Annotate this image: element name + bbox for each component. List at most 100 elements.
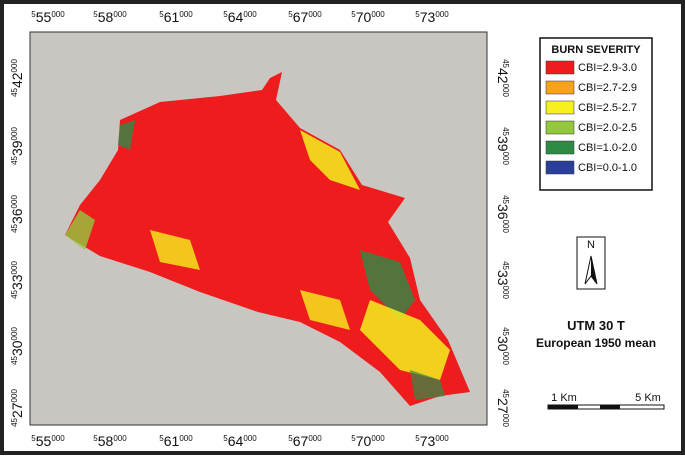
coord-label: 4536000 <box>495 195 511 233</box>
coord-end: 000 <box>10 59 19 73</box>
coord-main: 39 <box>9 140 25 156</box>
scale-bar: 1 Km 5 Km <box>547 392 665 410</box>
legend-label: CBI=2.7-2.9 <box>578 82 637 94</box>
coord-label: 561000 <box>159 9 193 25</box>
coord-main: 67 <box>293 9 309 25</box>
burn-area <box>65 72 470 406</box>
coord-sup: 5 <box>93 10 98 19</box>
north-arrow: N <box>576 236 606 290</box>
coord-main: 42 <box>495 68 511 84</box>
coord-end: 000 <box>501 220 510 234</box>
coord-label: 555000 <box>31 9 65 25</box>
coord-sup: 5 <box>288 434 293 443</box>
coord-end: 000 <box>10 127 19 141</box>
legend-label: CBI=2.5-2.7 <box>578 102 637 114</box>
coord-main: 39 <box>495 136 511 152</box>
coord-label: 555000 <box>31 433 65 449</box>
coord-label: 4530000 <box>495 327 511 365</box>
coord-sup: 45 <box>501 127 510 136</box>
coord-end: 000 <box>308 434 322 443</box>
coord-sup: 5 <box>223 434 228 443</box>
coord-main: 55 <box>36 433 52 449</box>
coord-label: 4536000 <box>9 195 25 233</box>
coord-sup: 45 <box>501 59 510 68</box>
legend-swatch <box>545 100 575 115</box>
coord-main: 33 <box>495 270 511 286</box>
coord-sup: 45 <box>501 195 510 204</box>
coord-end: 000 <box>10 195 19 209</box>
coord-sup: 45 <box>10 417 19 426</box>
coord-main: 61 <box>164 9 180 25</box>
coord-label: 567000 <box>288 9 322 25</box>
coord-main: 30 <box>9 340 25 356</box>
coord-label: 4539000 <box>495 127 511 165</box>
legend-swatch <box>545 140 575 155</box>
coord-end: 000 <box>501 286 510 300</box>
coord-main: 67 <box>293 433 309 449</box>
projection-zone: UTM 30 T <box>567 318 625 333</box>
coord-end: 000 <box>371 10 385 19</box>
legend-swatch <box>545 120 575 135</box>
coord-label: 558000 <box>93 433 127 449</box>
coord-end: 000 <box>243 10 257 19</box>
coord-sup: 5 <box>31 434 36 443</box>
coord-main: 58 <box>98 433 114 449</box>
coord-label: 564000 <box>223 433 257 449</box>
coord-end: 000 <box>179 10 193 19</box>
coord-main: 33 <box>9 274 25 290</box>
coord-sup: 45 <box>10 223 19 232</box>
coord-label: 573000 <box>415 433 449 449</box>
coord-end: 000 <box>435 434 449 443</box>
coord-sup: 45 <box>10 289 19 298</box>
coord-end: 000 <box>501 414 510 428</box>
coord-label: 573000 <box>415 9 449 25</box>
coord-sup: 45 <box>10 355 19 364</box>
coord-end: 000 <box>243 434 257 443</box>
coord-end: 000 <box>308 10 322 19</box>
legend-label: CBI=1.0-2.0 <box>578 142 637 154</box>
coord-sup: 5 <box>159 434 164 443</box>
coord-label: 570000 <box>351 433 385 449</box>
coord-label: 4527000 <box>9 389 25 427</box>
coord-main: 42 <box>9 72 25 88</box>
coord-main: 36 <box>9 208 25 224</box>
coord-main: 27 <box>9 402 25 418</box>
coord-label: 561000 <box>159 433 193 449</box>
arrow-half <box>591 256 597 284</box>
coord-end: 000 <box>501 352 510 366</box>
coord-main: 73 <box>420 433 436 449</box>
coord-label: 4542000 <box>495 59 511 97</box>
coord-label: 4539000 <box>9 127 25 165</box>
coord-sup: 5 <box>351 10 356 19</box>
legend-swatch <box>545 160 575 175</box>
coord-end: 000 <box>435 10 449 19</box>
coord-main: 58 <box>98 9 114 25</box>
coord-label: 564000 <box>223 9 257 25</box>
legend: BURN SEVERITY CBI=2.9-3.0 CBI=2.7-2.9 CBI=… <box>539 37 653 191</box>
coord-sup: 45 <box>501 261 510 270</box>
coord-end: 000 <box>179 434 193 443</box>
legend-label: CBI=0.0-1.0 <box>578 162 637 174</box>
coord-end: 000 <box>51 10 65 19</box>
coord-end: 000 <box>371 434 385 443</box>
legend-swatch <box>545 80 575 95</box>
coord-main: 27 <box>495 398 511 414</box>
coord-sup: 5 <box>415 10 420 19</box>
coord-sup: 5 <box>159 10 164 19</box>
coord-end: 000 <box>10 389 19 403</box>
coord-sup: 5 <box>351 434 356 443</box>
coord-sup: 5 <box>288 10 293 19</box>
coord-main: 73 <box>420 9 436 25</box>
coord-end: 000 <box>10 261 19 275</box>
coord-main: 70 <box>356 9 372 25</box>
coord-sup: 5 <box>223 10 228 19</box>
legend-label: CBI=2.9-3.0 <box>578 62 637 74</box>
coord-main: 36 <box>495 204 511 220</box>
scale-right: 5 Km <box>635 392 661 404</box>
coord-sup: 45 <box>501 389 510 398</box>
coord-sup: 5 <box>415 434 420 443</box>
scale-seg <box>548 405 578 409</box>
coord-sup: 45 <box>501 327 510 336</box>
coord-label: 4533000 <box>9 261 25 299</box>
coord-label: 570000 <box>351 9 385 25</box>
